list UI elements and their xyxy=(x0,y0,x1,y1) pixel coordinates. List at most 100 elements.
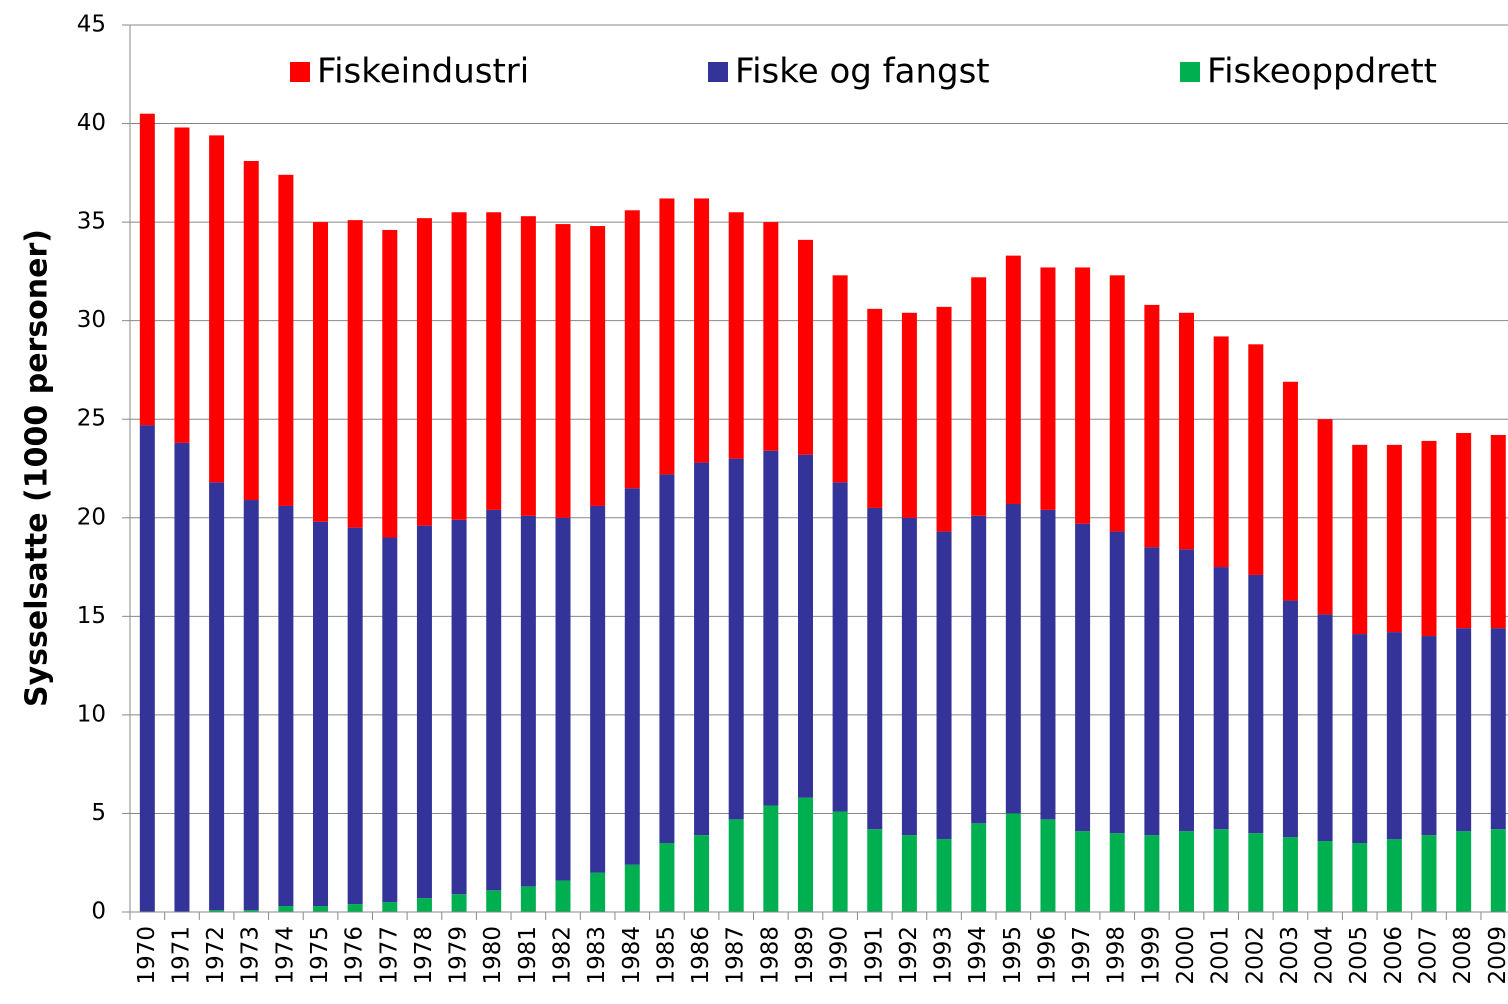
y-tick-label: 15 xyxy=(77,603,106,629)
bar-segment xyxy=(1456,628,1472,832)
x-tick-label: 1981 xyxy=(515,926,541,985)
bar-segment xyxy=(313,222,329,522)
bar-segment xyxy=(1282,837,1298,912)
y-tick-label: 0 xyxy=(91,899,106,925)
x-tick-label: 1990 xyxy=(827,926,853,985)
x-tick-label: 1995 xyxy=(1000,926,1026,985)
y-tick-label: 10 xyxy=(77,701,106,727)
bar-segment xyxy=(416,898,432,912)
bar-segment xyxy=(624,488,640,865)
bar-segment xyxy=(1248,344,1264,575)
bar-segment xyxy=(624,210,640,489)
bar-segment xyxy=(936,306,952,532)
x-tick-label: 1978 xyxy=(411,926,437,985)
bar-segment xyxy=(243,910,259,912)
bar-segment xyxy=(1179,549,1195,832)
x-tick-label: 1979 xyxy=(446,926,472,985)
x-tick-label: 1971 xyxy=(168,926,194,985)
y-tick-label: 30 xyxy=(77,307,106,333)
bar-segment xyxy=(936,839,952,912)
x-tick-label: 1987 xyxy=(723,926,749,985)
bar-segment xyxy=(1352,634,1368,844)
bar-segment xyxy=(659,474,675,844)
bar-segment xyxy=(971,515,987,824)
bar-segment xyxy=(832,811,848,912)
bar-segment xyxy=(1109,833,1125,912)
bar-segment xyxy=(520,216,536,516)
bar-segment xyxy=(1352,444,1368,635)
bar-segment xyxy=(971,823,987,912)
x-tick-label: 2009 xyxy=(1485,926,1508,985)
x-tick-label: 1984 xyxy=(619,926,645,985)
bar-segment xyxy=(1386,632,1402,840)
bar-segment xyxy=(728,819,744,912)
bar-segment xyxy=(243,500,259,911)
bar-segment xyxy=(832,275,848,483)
x-tick-label: 1998 xyxy=(1104,926,1130,985)
bar-segment xyxy=(555,880,571,912)
bar-segment xyxy=(1040,509,1056,820)
bar-segment xyxy=(1213,829,1229,912)
bar-segment xyxy=(1075,831,1091,912)
bar-segment xyxy=(520,886,536,912)
x-tick-label: 1982 xyxy=(550,926,576,985)
x-tick-label: 2004 xyxy=(1312,926,1338,985)
bar-segment xyxy=(243,161,259,501)
bar-segment xyxy=(209,135,225,483)
bar-segment xyxy=(728,458,744,820)
x-tick-label: 1988 xyxy=(757,926,783,985)
bar-segment xyxy=(1109,275,1125,532)
bar-segment xyxy=(797,797,813,912)
bar-segment xyxy=(486,890,502,912)
bar-segment xyxy=(1005,813,1021,912)
bar-segment xyxy=(209,482,225,911)
bar-segment xyxy=(624,864,640,912)
bar-segment xyxy=(694,198,710,463)
bar-segment xyxy=(416,218,432,526)
bar-segment xyxy=(1352,843,1368,912)
x-tick-label: 1976 xyxy=(342,926,368,985)
y-tick-label: 40 xyxy=(77,110,106,136)
bar-segment xyxy=(451,519,467,895)
bar-segment xyxy=(832,482,848,812)
x-tick-label: 1994 xyxy=(965,926,991,985)
bar-segment xyxy=(1213,336,1229,568)
bar-segment xyxy=(451,894,467,912)
bar-segment xyxy=(313,906,329,912)
bar-segment xyxy=(867,829,883,912)
bar-segment xyxy=(728,212,744,459)
bar-segment xyxy=(936,531,952,840)
x-tick-label: 2006 xyxy=(1381,926,1407,985)
bar-segment xyxy=(382,537,398,903)
bar-segment xyxy=(901,835,917,912)
bar-segment xyxy=(486,509,502,891)
bar-segment xyxy=(313,521,329,907)
bar-segment xyxy=(1317,614,1333,842)
bar-segment xyxy=(382,229,398,538)
x-tick-label: 1993 xyxy=(931,926,957,985)
bar-segment xyxy=(278,906,294,912)
bar-segment xyxy=(486,212,502,510)
bar-segment xyxy=(1317,419,1333,615)
bar-segment xyxy=(1005,503,1021,814)
y-tick-label: 45 xyxy=(77,12,106,38)
x-tick-label: 2008 xyxy=(1450,926,1476,985)
bar-segment xyxy=(797,239,813,455)
bar-segment xyxy=(1282,381,1298,601)
bar-segment xyxy=(901,517,917,836)
x-tick-label: 1996 xyxy=(1034,926,1060,985)
legend-swatch xyxy=(1180,62,1200,82)
bar-segment xyxy=(1282,600,1298,838)
bar-segment xyxy=(174,442,190,912)
bar-segment xyxy=(1456,831,1472,912)
x-tick-label: 2002 xyxy=(1242,926,1268,985)
bar-segment xyxy=(694,835,710,912)
bar-segment xyxy=(1109,531,1125,834)
y-tick-label: 25 xyxy=(77,406,106,432)
bar-segment xyxy=(347,220,363,528)
bar-segment xyxy=(1317,841,1333,912)
y-tick-label: 5 xyxy=(91,800,106,826)
x-tick-label: 1985 xyxy=(653,926,679,985)
bar-segment xyxy=(901,312,917,518)
bar-segment xyxy=(347,527,363,905)
